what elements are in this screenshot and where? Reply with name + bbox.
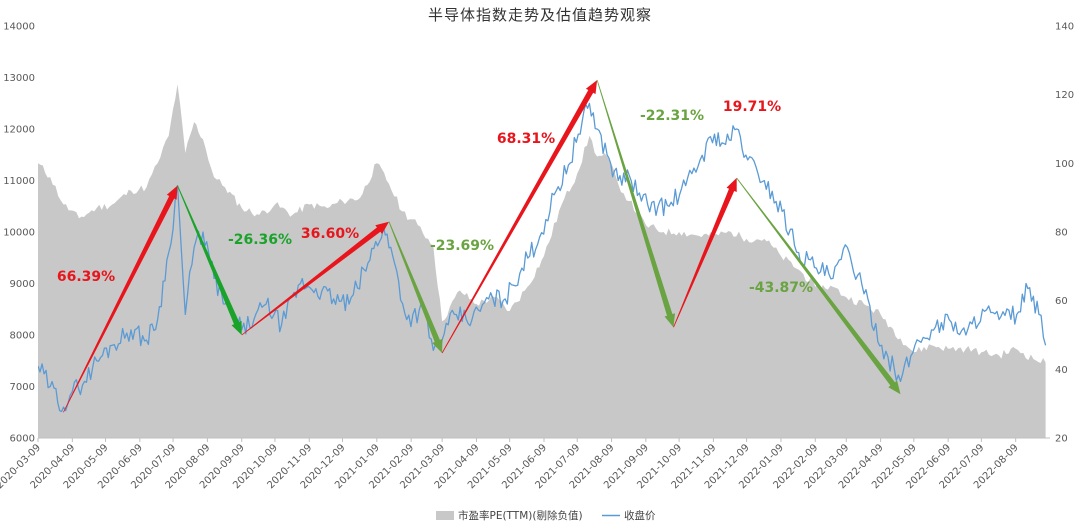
trend-arrow bbox=[673, 177, 737, 328]
y-right-tick-label: 120 bbox=[1055, 90, 1074, 101]
y-left-tick-label: 8000 bbox=[10, 331, 35, 342]
y-left-tick-label: 11000 bbox=[3, 176, 35, 187]
y-left-tick-label: 7000 bbox=[10, 382, 35, 393]
legend-label-price: 收盘价 bbox=[624, 509, 656, 522]
y-right-tick-label: 60 bbox=[1055, 296, 1068, 307]
pe-area bbox=[38, 84, 1046, 438]
trend-arrow bbox=[441, 80, 598, 354]
y-left-tick-label: 9000 bbox=[10, 279, 35, 290]
legend-label-pe: 市盈率PE(TTM)(剔除负值) bbox=[458, 509, 583, 522]
price-line bbox=[38, 102, 1047, 413]
trend-label: -23.69% bbox=[430, 238, 494, 254]
y-left-tick-label: 14000 bbox=[3, 22, 35, 33]
price-line-layer bbox=[38, 102, 1047, 413]
y-left-tick-label: 13000 bbox=[3, 73, 35, 84]
y-right-tick-label: 140 bbox=[1055, 22, 1074, 33]
trend-label: 66.39% bbox=[57, 269, 115, 285]
y-left-tick-label: 6000 bbox=[10, 434, 35, 445]
trend-arrow bbox=[63, 185, 178, 413]
trend-label: 36.60% bbox=[301, 226, 359, 242]
trend-arrow bbox=[388, 221, 443, 353]
trend-label: -22.31% bbox=[640, 108, 704, 124]
y-right-tick-label: 80 bbox=[1055, 228, 1068, 239]
trend-annotations: 66.39% -26.36% 36.60% -23.69% 68.31% -22.31% 1… bbox=[57, 80, 901, 413]
trend-label: -43.87% bbox=[749, 280, 813, 296]
y-right-tick-label: 20 bbox=[1055, 434, 1068, 445]
trend-arrow bbox=[241, 221, 389, 336]
trend-label: 68.31% bbox=[497, 131, 555, 147]
legend-swatch-pe bbox=[436, 511, 454, 520]
trend-arrow bbox=[177, 185, 242, 335]
y-left-tick-label: 12000 bbox=[3, 125, 35, 136]
y-right-tick-label: 100 bbox=[1055, 159, 1074, 170]
chart-title: 半导体指数走势及估值趋势观察 bbox=[428, 6, 652, 24]
trend-label: 19.71% bbox=[723, 99, 781, 115]
y-right-tick-label: 40 bbox=[1055, 365, 1068, 376]
y-left-tick-label: 10000 bbox=[3, 228, 35, 239]
trend-arrow bbox=[736, 177, 901, 395]
trend-label: -26.36% bbox=[228, 232, 292, 248]
legend: 市盈率PE(TTM)(剔除负值) 收盘价 bbox=[436, 509, 656, 522]
trend-arrow bbox=[596, 80, 675, 328]
pe-area-layer bbox=[38, 84, 1046, 438]
